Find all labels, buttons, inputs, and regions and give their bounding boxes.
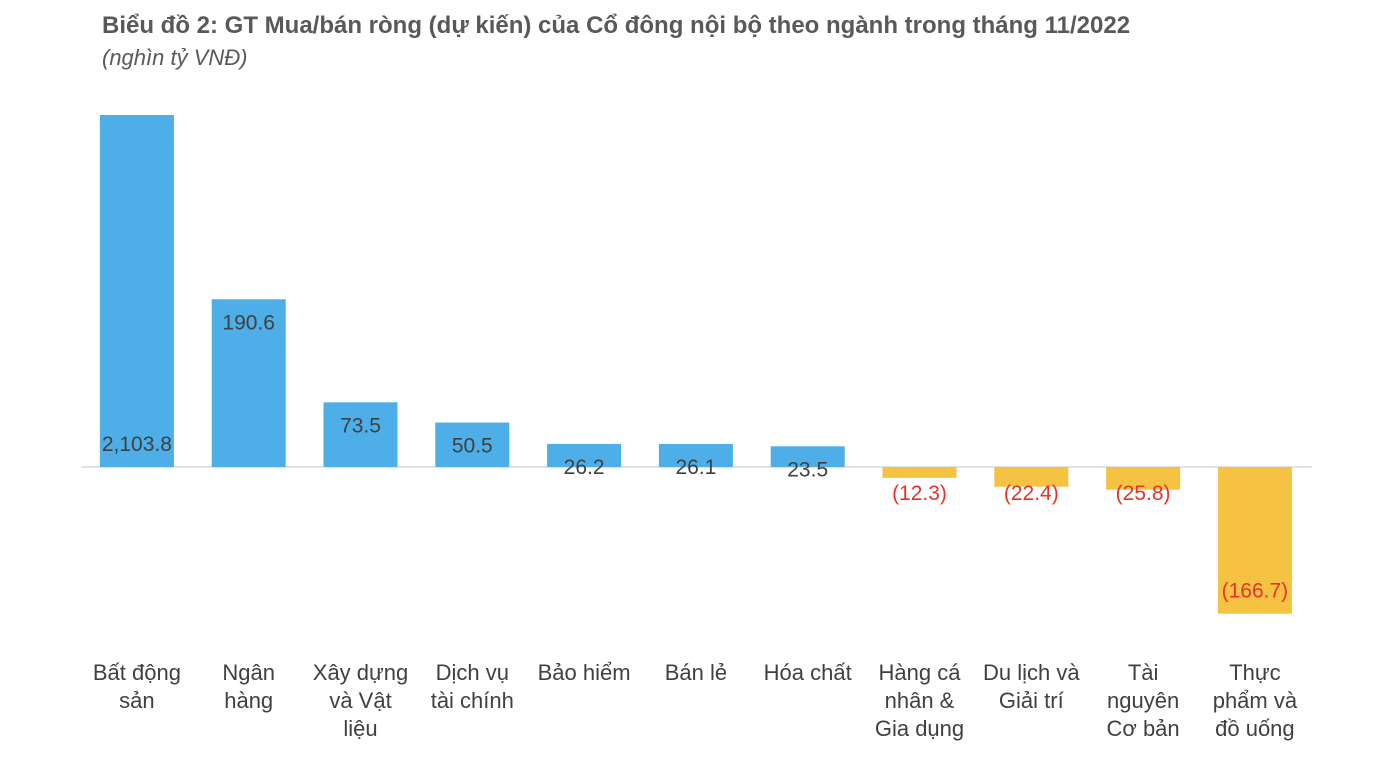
x-tick-label-1: Ngân hàng <box>222 660 275 713</box>
data-label-6: 23.5 <box>787 458 828 481</box>
data-label-3: 50.5 <box>452 435 493 458</box>
data-label-8: (22.4) <box>1004 482 1059 505</box>
x-tick-label-5: Bán lẻ <box>665 660 727 685</box>
x-tick-label-8: Du lịch và Giải trí <box>983 660 1080 713</box>
bar-0 <box>99 115 174 467</box>
data-label-10: (166.7) <box>1222 580 1289 603</box>
x-tick-label-7: Hàng cá nhân & Gia dụng <box>875 660 964 741</box>
bar-5 <box>658 444 733 467</box>
bar-6 <box>770 446 845 467</box>
x-tick-label-3: Dịch vụ tài chính <box>431 660 514 713</box>
x-tick-label-9: Tài nguyên Cơ bản <box>1107 660 1180 741</box>
bar-8 <box>994 467 1069 487</box>
data-label-0: 2,103.8 <box>102 433 172 456</box>
data-label-1: 190.6 <box>222 311 275 334</box>
x-tick-label-0: Bất động sản <box>93 660 181 713</box>
chart-title: Biểu đồ 2: GT Mua/bán ròng (dự kiến) của… <box>102 12 1131 39</box>
bar-3 <box>435 422 510 467</box>
data-label-7: (12.3) <box>892 482 947 505</box>
bar-4 <box>547 443 622 467</box>
x-tick-label-6: Hóa chất <box>764 660 852 685</box>
x-tick-label-4: Bảo hiểm <box>538 660 631 685</box>
data-label-2: 73.5 <box>340 414 381 437</box>
bar-9 <box>1106 467 1181 490</box>
bar-1 <box>211 299 286 467</box>
data-label-9: (25.8) <box>1116 482 1171 505</box>
x-tick-label-2: Xây dựng và Vật liệu <box>313 660 408 741</box>
data-label-5: 26.1 <box>675 456 716 479</box>
x-tick-label-10: Thực phẩm và đồ uống <box>1213 660 1298 741</box>
bar-7 <box>882 467 957 478</box>
bar-10 <box>1217 467 1292 614</box>
bar-2 <box>323 402 398 467</box>
chart-subtitle: (nghìn tỷ VNĐ) <box>102 45 248 70</box>
data-label-4: 26.2 <box>564 456 605 479</box>
